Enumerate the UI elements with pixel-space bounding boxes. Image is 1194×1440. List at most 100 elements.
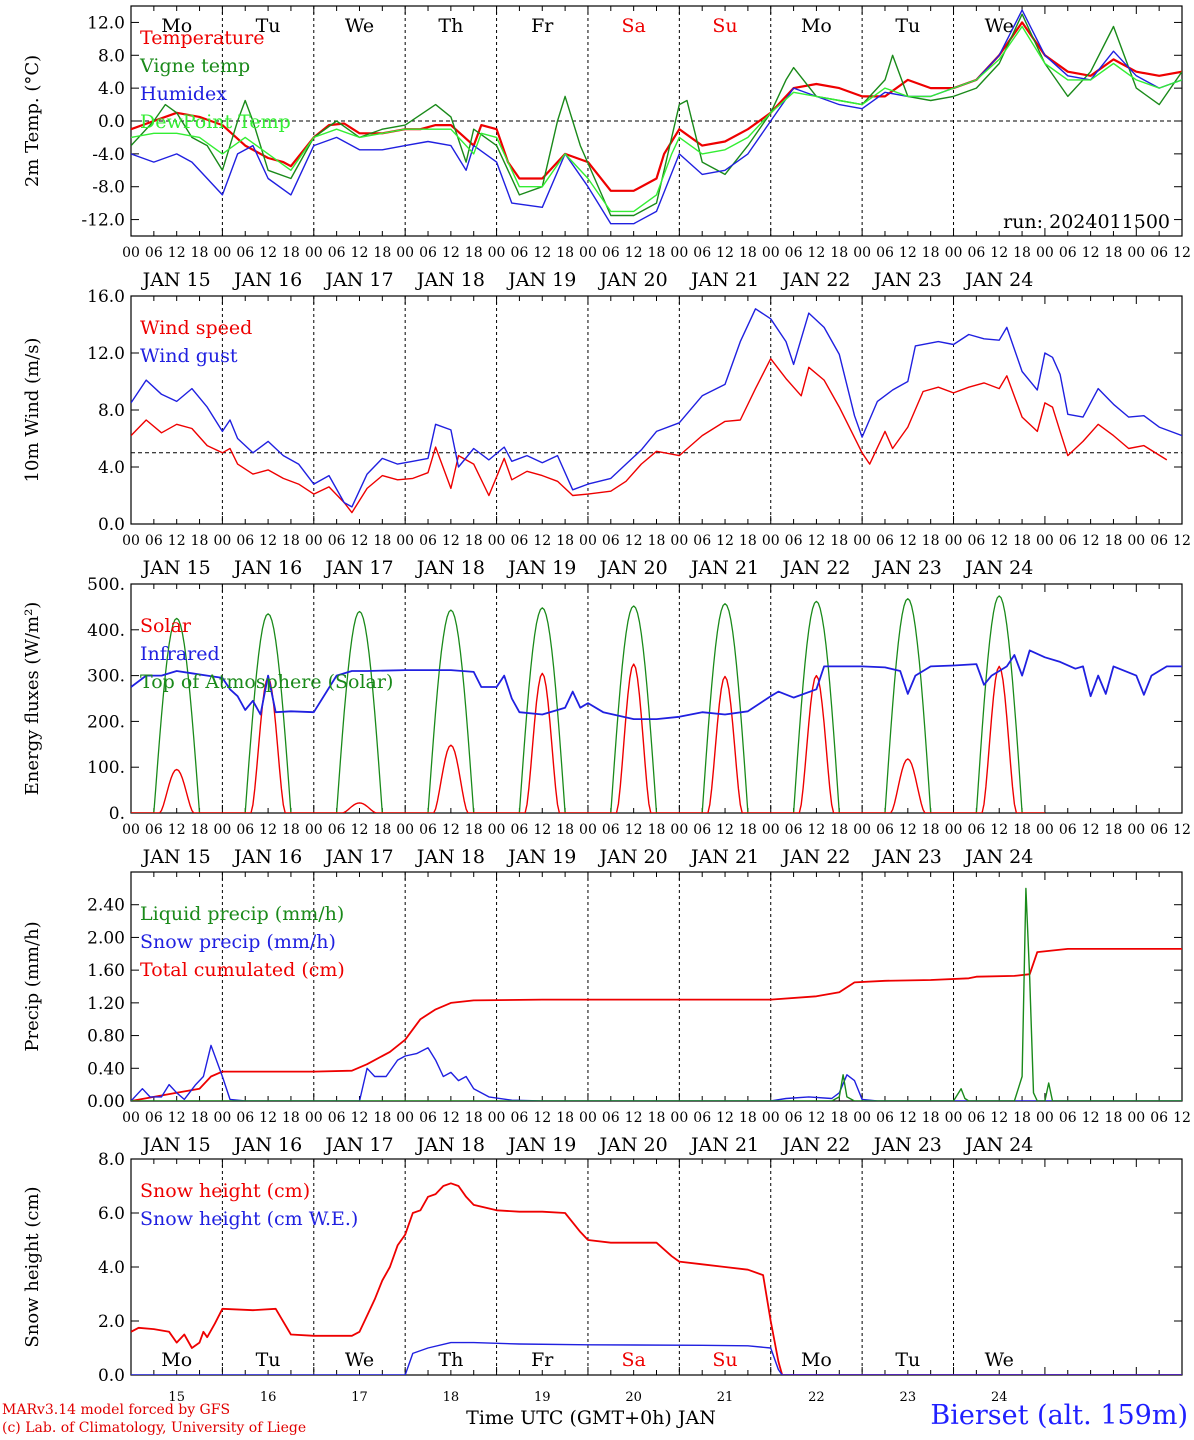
date-label: JAN 18 — [415, 1134, 485, 1156]
y-tick-label: 12.0 — [87, 344, 125, 364]
hour-label: 18 — [191, 822, 209, 838]
series-snow-height-cm- — [131, 1182, 1182, 1375]
hour-label: 12 — [351, 533, 369, 549]
y-tick-label: 6.0 — [98, 1204, 125, 1224]
date-label: JAN 22 — [780, 1134, 850, 1156]
hour-label: 12 — [168, 822, 186, 838]
hour-label: 18 — [282, 822, 300, 838]
day-name: Su — [712, 15, 737, 37]
plot-area — [131, 1182, 1182, 1375]
hour-label: 00 — [305, 245, 323, 261]
date-label: JAN 19 — [506, 846, 576, 868]
date-label: JAN 18 — [415, 269, 485, 291]
y-tick-label: 8.0 — [98, 1150, 125, 1170]
hour-label: 12 — [808, 245, 826, 261]
series-wind-speed — [131, 358, 1168, 514]
day-name: Su — [712, 1349, 737, 1371]
hour-label: 00 — [396, 245, 414, 261]
hour-label: 00 — [488, 1110, 506, 1126]
hour-label: 18 — [830, 1110, 848, 1126]
day-number: 17 — [351, 1390, 368, 1405]
hour-label: 06 — [967, 245, 985, 261]
hour-label: 06 — [693, 822, 711, 838]
y-tick-label: 8.0 — [98, 46, 125, 66]
day-name: Fr — [531, 1349, 554, 1371]
y-tick-label: 500. — [87, 575, 125, 595]
hour-label: 18 — [1013, 245, 1031, 261]
y-tick-label: 100. — [87, 758, 125, 778]
hour-label: 18 — [191, 1110, 209, 1126]
plot-area — [131, 887, 1182, 1101]
series-snow-precip-mm-h- — [131, 1044, 1182, 1101]
plot-area — [131, 595, 1182, 813]
hour-label: 06 — [967, 822, 985, 838]
hour-label: 00 — [853, 822, 871, 838]
hour-label: 06 — [785, 245, 803, 261]
hour-label: 18 — [1105, 822, 1123, 838]
hour-label: 00 — [396, 822, 414, 838]
hour-label: 18 — [922, 245, 940, 261]
hour-label: 06 — [785, 822, 803, 838]
date-label: JAN 19 — [506, 269, 576, 291]
date-label: JAN 15 — [141, 557, 211, 579]
y-tick-label: -4.0 — [92, 145, 125, 165]
date-label: JAN 21 — [689, 846, 759, 868]
hour-label: 06 — [328, 533, 346, 549]
legend-entry: Wind gust — [140, 345, 238, 367]
hour-label: 00 — [305, 1110, 323, 1126]
day-name: Tu — [256, 15, 281, 37]
day-name: Th — [438, 15, 463, 37]
y-tick-label: 2.40 — [87, 896, 125, 916]
hour-label: 06 — [876, 533, 894, 549]
hour-label: 00 — [396, 533, 414, 549]
date-label: JAN 16 — [232, 1134, 302, 1156]
hour-label: 12 — [625, 822, 643, 838]
hour-label: 06 — [1059, 533, 1077, 549]
hour-label: 00 — [213, 1110, 231, 1126]
day-name: Mo — [161, 1349, 192, 1371]
y-axis-title: Energy fluxes (W/m²) — [22, 602, 43, 796]
plot-frame — [130, 295, 1183, 525]
hour-label: 06 — [967, 1110, 985, 1126]
y-tick-label: 0.40 — [87, 1059, 125, 1079]
hour-label: 06 — [510, 245, 528, 261]
legend-entry: Infrared — [140, 643, 220, 665]
hour-label: 12 — [808, 1110, 826, 1126]
hour-label: 18 — [1013, 822, 1031, 838]
hour-label: 12 — [442, 822, 460, 838]
hour-label: 18 — [922, 533, 940, 549]
chart-panel-2: 0. 100. 200. 300. 400. 500. Energy fluxes (W/m… — [22, 575, 1191, 868]
hour-label: 06 — [419, 245, 437, 261]
hour-label: 00 — [670, 245, 688, 261]
day-name: We — [345, 15, 374, 37]
hour-label: 06 — [1150, 1110, 1168, 1126]
hour-label: 06 — [510, 533, 528, 549]
hour-label: 18 — [465, 245, 483, 261]
hour-label: 00 — [762, 245, 780, 261]
date-label: JAN 18 — [415, 557, 485, 579]
hour-label: 00 — [579, 822, 597, 838]
series-top-of-atmosphere — [131, 595, 1045, 813]
day-number: 21 — [717, 1390, 734, 1405]
hour-label: 12 — [1173, 1110, 1191, 1126]
series-liquid-precip-mm-h- — [131, 887, 1182, 1101]
hour-label: 18 — [1105, 1110, 1123, 1126]
hour-label: 12 — [990, 822, 1008, 838]
day-name: We — [985, 15, 1014, 37]
hour-label: 00 — [670, 822, 688, 838]
hour-label: 18 — [373, 1110, 391, 1126]
date-label: JAN 24 — [963, 846, 1033, 868]
hour-label: 06 — [693, 1110, 711, 1126]
day-number: 19 — [534, 1390, 551, 1405]
hour-label: 00 — [213, 822, 231, 838]
y-tick-label: 400. — [87, 621, 125, 641]
hour-label: 00 — [488, 533, 506, 549]
hour-label: 06 — [510, 1110, 528, 1126]
date-label: JAN 16 — [232, 846, 302, 868]
hour-label: 12 — [259, 245, 277, 261]
y-axis-title: Precip (mm/h) — [22, 921, 43, 1051]
hour-label: 12 — [899, 1110, 917, 1126]
hour-label: 18 — [465, 533, 483, 549]
hour-label: 12 — [808, 533, 826, 549]
